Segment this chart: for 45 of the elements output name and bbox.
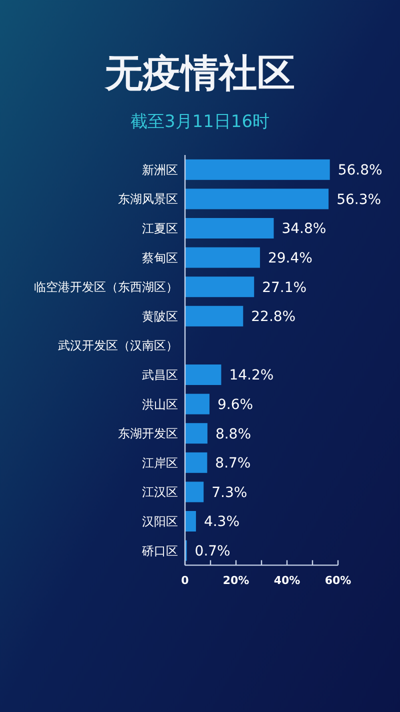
y-tick-label: 硚口区 (141, 544, 178, 558)
y-tick-label: 江岸区 (142, 456, 178, 470)
x-tick-label: 40% (274, 574, 300, 588)
data-label: 29.4% (268, 250, 312, 266)
y-tick-label: 黄陂区 (142, 309, 178, 324)
bar (185, 482, 204, 502)
data-label: 14.2% (229, 368, 274, 384)
data-label: 8.8% (215, 426, 252, 442)
chart-subtitle: 截至3月11日16时 (130, 112, 270, 132)
data-label: 56.3% (336, 192, 382, 208)
y-tick-label: 武昌区 (142, 368, 178, 382)
bar (185, 188, 329, 210)
bar (185, 218, 274, 239)
data-label: 0.7% (194, 543, 230, 560)
bar (185, 159, 330, 180)
data-label: 34.8% (282, 221, 326, 238)
y-tick-label: 临空港开发区（东西湖区） (34, 280, 178, 294)
y-tick-label: 东湖风景区 (118, 192, 178, 206)
y-tick-label: 东湖开发区 (118, 426, 178, 441)
bar (185, 364, 222, 386)
y-tick-label: 新洲区 (142, 162, 178, 177)
bar (185, 394, 210, 414)
bar (185, 306, 244, 326)
data-label: 22.8% (251, 309, 296, 326)
y-tick-label: 江夏区 (142, 221, 178, 236)
data-label: 27.1% (262, 280, 307, 296)
data-label: 56.8% (338, 162, 382, 179)
data-label: 7.3% (212, 484, 248, 501)
x-tick-label: 60% (324, 574, 352, 588)
bar (185, 247, 260, 268)
data-label: 4.3% (204, 514, 240, 530)
bar (185, 452, 208, 473)
y-tick-label: 武汉开发区（汉南区） (58, 338, 178, 353)
y-tick-label: 洪山区 (142, 397, 178, 412)
bar (185, 423, 208, 444)
y-tick-label: 汉阳区 (142, 514, 178, 528)
bar (185, 276, 254, 298)
y-tick-label: 江汉区 (142, 485, 178, 500)
data-label: 8.7% (215, 456, 251, 472)
x-tick-label: 20% (222, 574, 250, 588)
bar (185, 510, 196, 532)
x-tick-label: 0 (181, 574, 190, 588)
y-tick-label: 蔡甸区 (142, 250, 178, 265)
chart-title: 无疫情社区 (104, 51, 295, 95)
data-label: 9.6% (217, 396, 254, 413)
